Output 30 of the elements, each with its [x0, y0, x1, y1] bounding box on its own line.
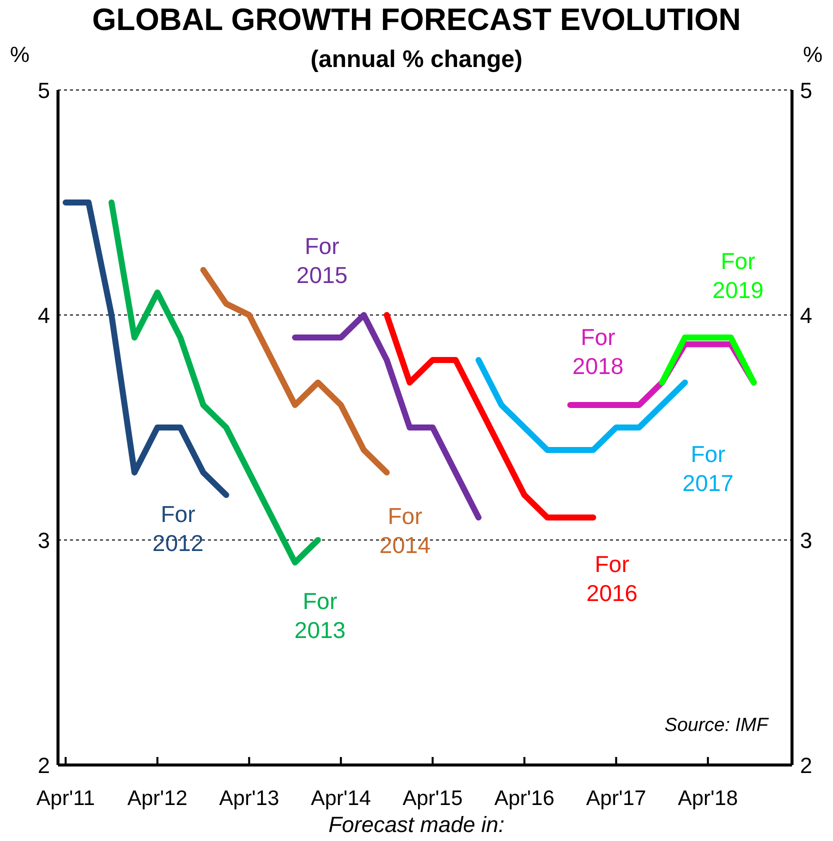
x-tick-label: Apr'12 — [127, 787, 188, 810]
y-tick-label: 3 — [38, 528, 50, 553]
x-tick-label: Apr'13 — [219, 787, 280, 810]
series-label: For 2013 — [293, 587, 347, 645]
annotation: Source: IMF — [664, 715, 768, 737]
y2-tick-label: 3 — [800, 528, 812, 553]
series-label: For 2018 — [571, 323, 625, 381]
y2-axis-title: % — [803, 42, 823, 68]
y2-tick-label: 5 — [800, 78, 812, 103]
y-tick-label: 4 — [38, 302, 50, 328]
x-tick-label: Apr'16 — [494, 787, 554, 810]
series-label: For 2019 — [711, 247, 765, 305]
x-axis-title: Forecast made in: — [327, 812, 506, 838]
series-label: For 2012 — [151, 500, 205, 558]
y2-tick-label: 2 — [800, 752, 812, 778]
chart-subtitle: (annual % change) — [310, 46, 523, 73]
chart-title: GLOBAL GROWTH FORECAST EVOLUTION — [91, 2, 742, 38]
y2-tick-label: 4 — [800, 302, 812, 328]
series-label: For 2017 — [681, 440, 735, 498]
y-tick-label: 2 — [38, 752, 50, 778]
series-label: For 2015 — [295, 232, 349, 290]
y-axis-title: % — [10, 42, 30, 68]
x-tick-label: Apr'17 — [586, 787, 646, 810]
x-tick-label: Apr'18 — [678, 787, 738, 810]
series-label: For 2016 — [585, 550, 639, 608]
y-tick-label: 5 — [38, 78, 50, 103]
x-tick-label: Apr'14 — [310, 787, 372, 810]
x-tick-label: Apr'15 — [402, 787, 463, 810]
x-tick-label: Apr'11 — [36, 787, 95, 810]
series-label: For 2014 — [378, 502, 432, 560]
